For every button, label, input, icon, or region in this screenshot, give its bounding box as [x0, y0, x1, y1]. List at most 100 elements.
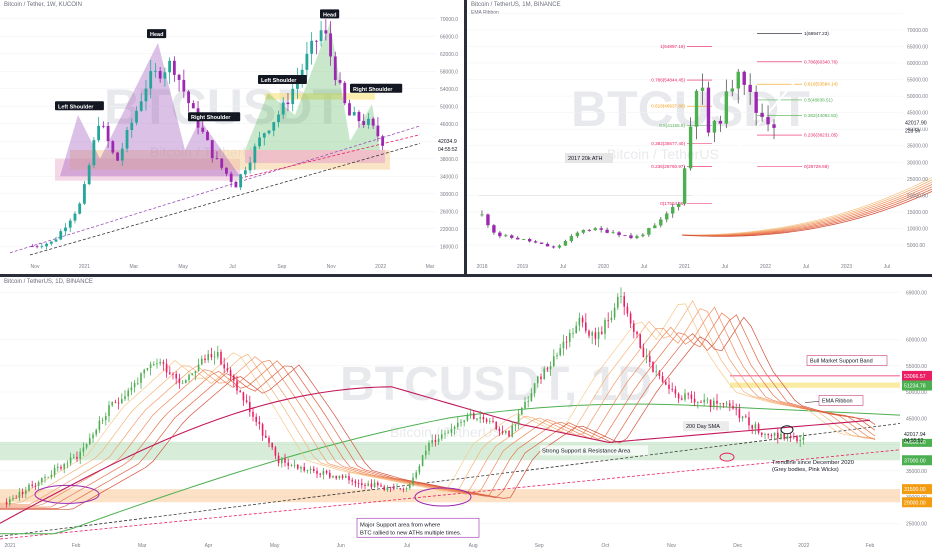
candle — [376, 125, 380, 137]
candle — [274, 447, 277, 456]
candle — [277, 455, 280, 464]
candle — [700, 87, 705, 91]
candle — [85, 443, 88, 448]
candle — [143, 369, 145, 374]
candle — [319, 30, 323, 42]
candle — [730, 88, 734, 92]
candle — [659, 219, 663, 226]
candle — [687, 393, 689, 395]
support-highlight-1 — [34, 484, 100, 504]
candle — [677, 393, 680, 399]
bull-band-label: Bull Market Support Band — [810, 359, 873, 365]
candle — [415, 472, 417, 478]
candle — [303, 467, 305, 471]
sma-label-box — [683, 421, 729, 432]
candle — [35, 246, 39, 248]
candle — [380, 485, 382, 487]
candle — [511, 425, 513, 437]
fib-label: 0.5(41155.8) — [659, 123, 685, 128]
ema-ribbon-line — [0, 300, 876, 504]
candle — [617, 296, 619, 308]
candle — [236, 380, 238, 391]
candle — [741, 416, 744, 419]
candle — [553, 356, 555, 367]
candle — [492, 421, 494, 423]
candle — [149, 364, 152, 369]
candle — [418, 466, 421, 473]
candle — [76, 456, 78, 459]
candle — [578, 317, 581, 326]
candle — [234, 181, 238, 188]
y-tick-label: 45000.00 — [906, 416, 927, 422]
candle — [504, 235, 508, 237]
candle — [597, 331, 600, 339]
candle — [661, 376, 664, 382]
monthly-chart-svg[interactable]: 1(64997.19) 0.786(54844.45) 0.618(46937.80… — [467, 0, 932, 274]
candle — [682, 168, 687, 204]
price-level-tag-text: 31500.00 — [904, 487, 926, 493]
candle — [655, 371, 657, 373]
candle — [106, 126, 110, 142]
price-level-tag-text: 37000.00 — [904, 458, 926, 464]
candle — [786, 435, 789, 440]
candle — [585, 322, 587, 331]
candle — [226, 368, 229, 371]
candle — [15, 497, 17, 499]
candle — [367, 483, 369, 486]
candle — [287, 462, 289, 466]
candle — [281, 102, 285, 115]
candle — [201, 127, 205, 132]
candle — [286, 102, 290, 105]
candle — [623, 296, 625, 307]
candle — [153, 364, 155, 365]
candle — [510, 235, 514, 238]
y-tick-label: 25000.00 — [907, 177, 928, 183]
candle — [191, 103, 195, 109]
candle — [242, 392, 245, 401]
candle — [441, 434, 443, 439]
x-tick-label: 2021 — [4, 543, 15, 549]
candle — [575, 232, 580, 237]
candle — [34, 485, 37, 487]
candle — [767, 434, 769, 436]
last-price-tag — [903, 117, 932, 128]
candle — [722, 403, 725, 405]
trendline-label: Trendline since December 2020 — [772, 460, 854, 466]
chart-panel-weekly[interactable]: Bitcoin / Tether, 1W, KUCOIN BTCUSDT Bit… — [0, 0, 464, 274]
trendline-black — [29, 143, 421, 256]
candle — [154, 70, 157, 72]
candle — [105, 416, 107, 420]
candle — [133, 383, 136, 388]
x-tick-label: Mar — [138, 543, 147, 549]
candle — [357, 112, 361, 122]
price-level-tag — [902, 497, 932, 508]
chart-panel-monthly[interactable]: Bitcoin / TetherUS, 1M, BINANCE EMA Ribb… — [467, 0, 932, 274]
candle — [101, 419, 104, 421]
candle — [352, 112, 356, 116]
candle — [9, 499, 11, 505]
candle — [725, 403, 728, 405]
candle — [309, 468, 312, 470]
horizontal-divider[interactable] — [0, 274, 932, 277]
x-tick-label: Jun — [337, 543, 345, 549]
candle — [396, 487, 398, 489]
candle — [343, 82, 347, 104]
vertical-divider[interactable] — [464, 0, 467, 274]
candle — [611, 232, 615, 234]
candle — [604, 320, 606, 334]
candle — [354, 481, 357, 484]
trendline-black — [0, 423, 901, 537]
daily-chart-svg[interactable]: Bull Market Support Band EMA Ribbon 200 Da… — [0, 277, 932, 550]
weekly-chart-svg[interactable]: Head Left Shoulder Right Shoulder Head Left … — [0, 0, 464, 274]
y-tick-label: 18000.0 — [440, 244, 458, 250]
y-tick-label: 46000.0 — [440, 122, 458, 128]
fib-label: 0.786(54844.45) — [651, 78, 685, 83]
indicator-label[interactable]: EMA Ribbon — [471, 10, 499, 16]
ema-ribbon-line — [681, 176, 932, 236]
candle — [225, 167, 228, 174]
x-tick-label: Mar — [426, 264, 435, 270]
candle — [607, 320, 609, 321]
label-right-shoulder-2 — [350, 83, 403, 93]
chart-panel-daily[interactable]: Bitcoin / TetherUS, 1D, BINANCE BTCUSDT,… — [0, 277, 932, 550]
candle — [177, 74, 181, 80]
